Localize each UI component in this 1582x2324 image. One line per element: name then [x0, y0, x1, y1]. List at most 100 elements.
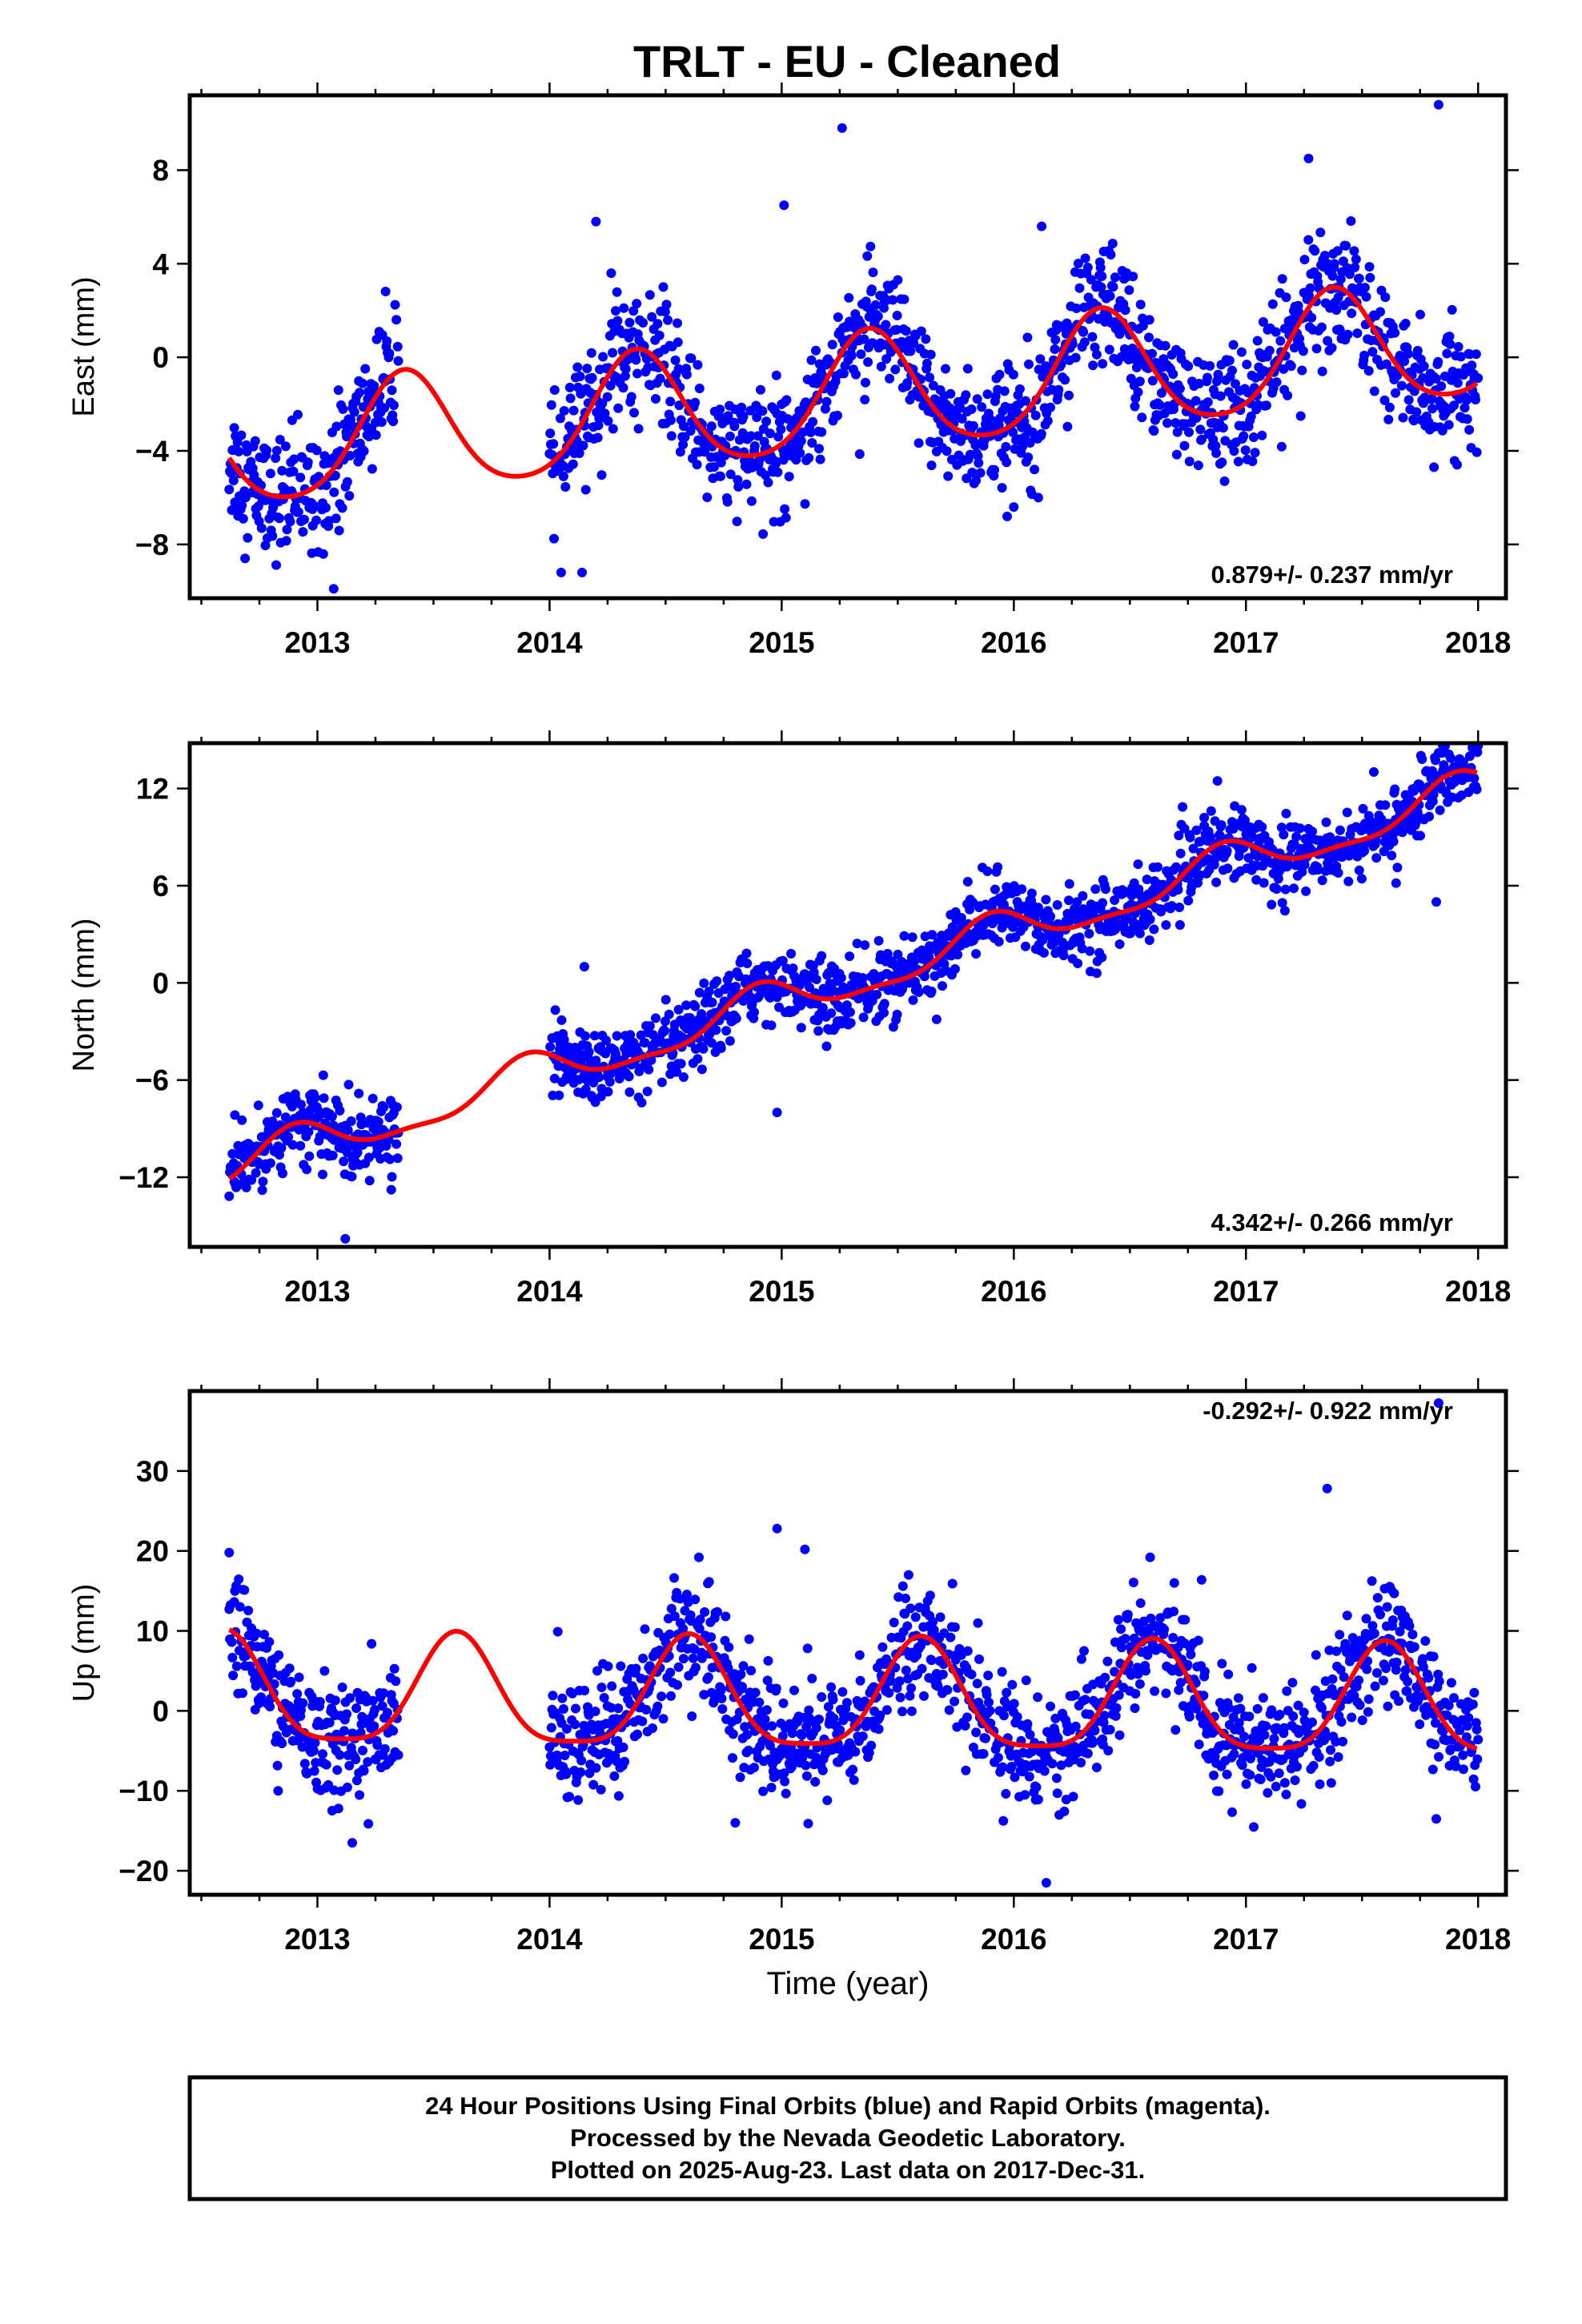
data-point: [675, 447, 685, 457]
data-point: [1233, 1693, 1243, 1703]
data-point: [998, 1815, 1009, 1826]
data-point: [620, 364, 631, 374]
data-point: [331, 421, 342, 432]
data-point: [670, 355, 681, 365]
data-point: [1070, 1690, 1080, 1700]
data-point: [1020, 1790, 1030, 1800]
data-point: [277, 465, 287, 476]
data-point: [552, 1626, 563, 1637]
data-point: [358, 378, 367, 388]
data-point: [1372, 1593, 1383, 1603]
data-point: [1299, 255, 1310, 265]
y-tick-label: −8: [135, 529, 169, 561]
data-point: [1352, 328, 1363, 339]
data-point: [641, 1704, 652, 1715]
data-point: [909, 956, 920, 967]
data-point: [700, 1607, 710, 1617]
data-point: [855, 1675, 865, 1686]
data-point: [1301, 886, 1311, 896]
data-point: [1258, 1693, 1268, 1703]
data-point: [817, 427, 827, 437]
data-point: [864, 1747, 874, 1758]
data-point: [1087, 1738, 1098, 1748]
data-point: [1006, 1762, 1017, 1771]
data-point: [651, 394, 661, 404]
data-point: [947, 1578, 958, 1589]
data-point: [1464, 1713, 1474, 1723]
data-point: [800, 499, 810, 509]
data-point: [620, 1756, 630, 1767]
data-point: [330, 1695, 340, 1706]
data-point: [1079, 337, 1090, 348]
data-point: [1288, 1711, 1299, 1722]
data-point: [807, 438, 817, 448]
data-point: [1150, 1686, 1160, 1696]
data-point: [741, 479, 752, 489]
data-point: [559, 406, 569, 416]
data-point: [1445, 339, 1456, 349]
data-point: [1397, 827, 1407, 838]
data-point: [363, 1152, 374, 1163]
data-point: [1250, 448, 1260, 458]
footer-line-2: Processed by the Nevada Geodetic Laborat…: [570, 2124, 1126, 2152]
data-point: [1458, 1764, 1468, 1775]
data-point: [1472, 1724, 1482, 1735]
data-point: [942, 446, 952, 456]
data-point: [1046, 911, 1055, 922]
data-point: [1279, 1778, 1290, 1788]
data-point: [315, 1697, 325, 1707]
data-point: [658, 282, 669, 292]
data-point: [1169, 1606, 1178, 1617]
data-point: [966, 1669, 977, 1679]
data-point: [860, 940, 870, 951]
data-point: [863, 357, 873, 368]
data-point: [1084, 928, 1094, 939]
data-point: [1041, 1878, 1051, 1888]
data-point: [328, 584, 339, 594]
data-point: [1412, 345, 1423, 356]
data-point: [1244, 1711, 1255, 1722]
data-point: [892, 311, 902, 320]
data-point: [1434, 1676, 1444, 1687]
data-point: [578, 440, 588, 451]
data-point: [1056, 1760, 1066, 1771]
data-point: [575, 372, 585, 381]
data-point: [1002, 882, 1012, 892]
data-point: [1299, 859, 1310, 870]
data-point: [909, 338, 919, 348]
data-point: [1193, 1635, 1203, 1646]
data-point: [728, 1729, 738, 1739]
data-point: [737, 402, 747, 412]
data-point: [1180, 1614, 1191, 1625]
data-point: [1138, 320, 1148, 331]
data-point: [910, 1612, 921, 1622]
data-point: [1427, 404, 1438, 414]
data-point: [228, 476, 239, 485]
data-point: [1458, 1750, 1468, 1760]
data-point: [1022, 332, 1033, 343]
data-point: [271, 453, 281, 464]
data-point: [335, 1105, 345, 1116]
data-point: [1394, 1696, 1403, 1707]
data-point: [309, 1766, 319, 1776]
data-point: [612, 316, 623, 326]
data-point: [1443, 420, 1454, 430]
data-point: [332, 1765, 343, 1775]
y-tick-label: −10: [118, 1775, 169, 1807]
data-point: [1442, 348, 1452, 359]
data-point: [1409, 416, 1419, 426]
data-point: [1113, 1614, 1123, 1625]
data-point: [303, 1127, 314, 1137]
data-point: [1212, 776, 1223, 786]
data-point: [966, 404, 977, 414]
data-point: [624, 317, 635, 328]
data-point: [1050, 344, 1060, 354]
data-point: [1134, 1679, 1145, 1689]
data-point: [612, 1031, 622, 1041]
data-point: [1327, 343, 1337, 353]
x-axis-label: Time (year): [767, 1966, 930, 2001]
data-point: [1133, 387, 1143, 397]
data-point: [321, 480, 331, 490]
data-point: [1351, 254, 1361, 264]
data-point: [1375, 307, 1385, 317]
